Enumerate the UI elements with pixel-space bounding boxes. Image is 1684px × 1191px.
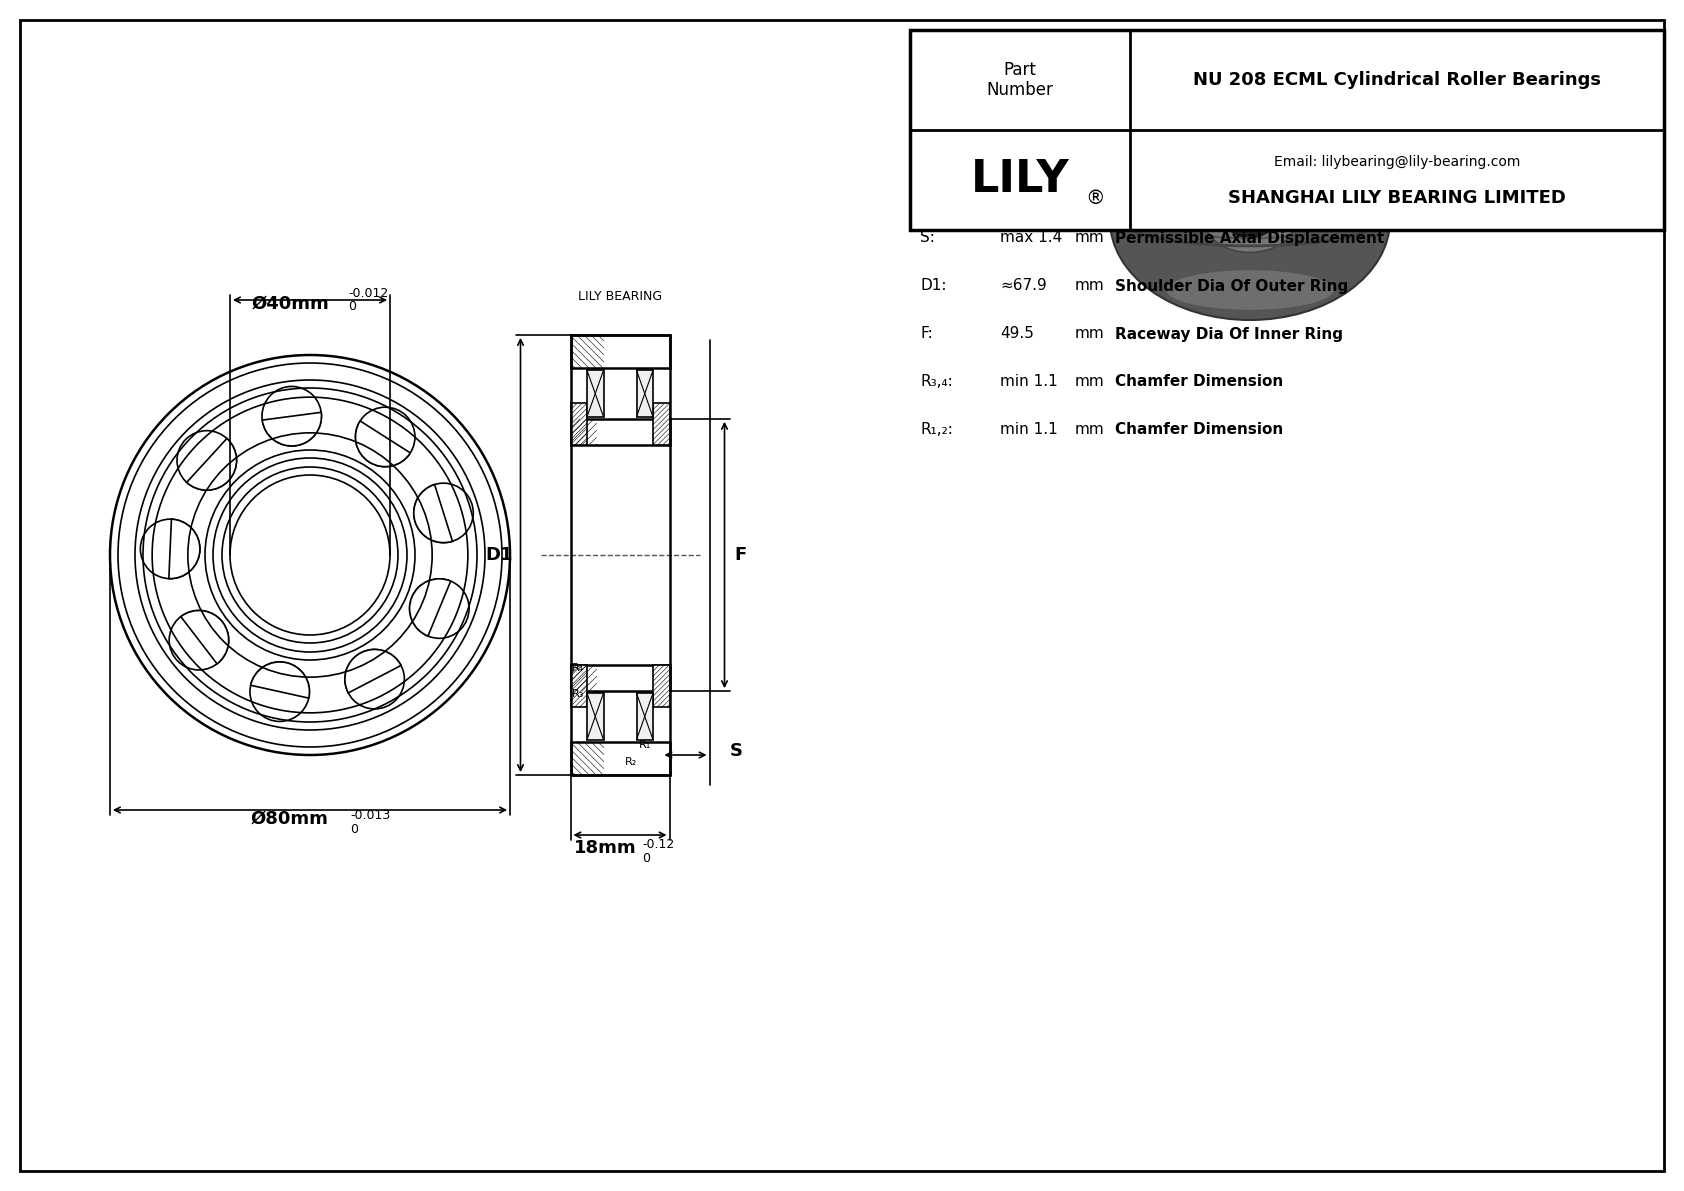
Text: 49.5: 49.5	[1000, 326, 1034, 342]
Text: mm: mm	[1074, 374, 1105, 389]
Text: mm: mm	[1074, 231, 1105, 245]
Bar	[637, 693, 653, 740]
Text: R₃: R₃	[571, 690, 584, 699]
Text: mm: mm	[1074, 326, 1105, 342]
Text: min 1.1: min 1.1	[1000, 374, 1058, 389]
Text: -0.013: -0.013	[350, 809, 391, 822]
Ellipse shape	[1110, 120, 1389, 320]
Wedge shape	[355, 420, 411, 467]
Text: max 1.4: max 1.4	[1000, 231, 1063, 245]
Ellipse shape	[1204, 187, 1295, 252]
Text: R₃,₄:: R₃,₄:	[919, 374, 953, 389]
Text: ≈67.9: ≈67.9	[1000, 279, 1047, 293]
Text: Shoulder Dia Of Outer Ring: Shoulder Dia Of Outer Ring	[1115, 279, 1349, 293]
Text: Ø40mm: Ø40mm	[251, 295, 328, 313]
Wedge shape	[180, 611, 229, 663]
Wedge shape	[168, 519, 200, 579]
Text: Chamfer Dimension: Chamfer Dimension	[1115, 374, 1283, 389]
Text: Chamfer Dimension: Chamfer Dimension	[1115, 423, 1283, 437]
Bar	[653, 404, 670, 445]
Text: Part
Number: Part Number	[987, 61, 1054, 99]
Bar	[571, 404, 588, 445]
Ellipse shape	[1226, 202, 1275, 237]
Text: 0: 0	[350, 823, 359, 836]
Text: R₁,₂:: R₁,₂:	[919, 423, 953, 437]
Text: R₄: R₄	[571, 663, 584, 673]
Text: -0.12: -0.12	[642, 838, 674, 852]
Text: S:: S:	[919, 231, 935, 245]
Text: R₁: R₁	[638, 740, 650, 749]
Wedge shape	[409, 579, 451, 636]
Text: F: F	[734, 545, 746, 565]
Bar	[571, 419, 670, 445]
Bar	[588, 693, 603, 740]
Text: F:: F:	[919, 326, 933, 342]
Wedge shape	[345, 649, 401, 693]
Bar	[571, 742, 670, 775]
Text: SHANGHAI LILY BEARING LIMITED: SHANGHAI LILY BEARING LIMITED	[1228, 189, 1566, 207]
Text: mm: mm	[1074, 423, 1105, 437]
Text: -0.012: -0.012	[349, 287, 389, 300]
Bar	[653, 665, 670, 706]
Wedge shape	[263, 412, 322, 445]
Bar	[588, 370, 603, 417]
Text: Raceway Dia Of Inner Ring: Raceway Dia Of Inner Ring	[1115, 326, 1344, 342]
Wedge shape	[414, 485, 453, 543]
Bar	[571, 665, 670, 691]
Text: LILY BEARING: LILY BEARING	[578, 289, 662, 303]
Text: 18mm: 18mm	[574, 838, 637, 858]
Text: Email: lilybearing@lily-bearing.com: Email: lilybearing@lily-bearing.com	[1273, 155, 1521, 169]
Text: min 1.1: min 1.1	[1000, 423, 1058, 437]
Text: LILY: LILY	[970, 158, 1069, 201]
Bar	[571, 665, 588, 706]
Text: R₂: R₂	[625, 756, 637, 767]
Text: D1: D1	[485, 545, 512, 565]
Text: Permissible Axial Displacement: Permissible Axial Displacement	[1115, 231, 1384, 245]
Text: 0: 0	[349, 300, 355, 313]
Text: D1:: D1:	[919, 279, 946, 293]
Text: NU 208 ECML Cylindrical Roller Bearings: NU 208 ECML Cylindrical Roller Bearings	[1192, 71, 1601, 89]
Bar	[637, 370, 653, 417]
Text: 0: 0	[642, 852, 650, 865]
Bar	[909, 30, 1664, 230]
Wedge shape	[187, 438, 236, 491]
Text: Ø80mm: Ø80mm	[251, 810, 328, 828]
Text: S: S	[729, 742, 743, 760]
Wedge shape	[251, 662, 310, 698]
Bar	[571, 335, 670, 368]
Text: mm: mm	[1074, 279, 1105, 293]
Text: ®: ®	[1084, 188, 1105, 207]
Ellipse shape	[1165, 270, 1334, 310]
